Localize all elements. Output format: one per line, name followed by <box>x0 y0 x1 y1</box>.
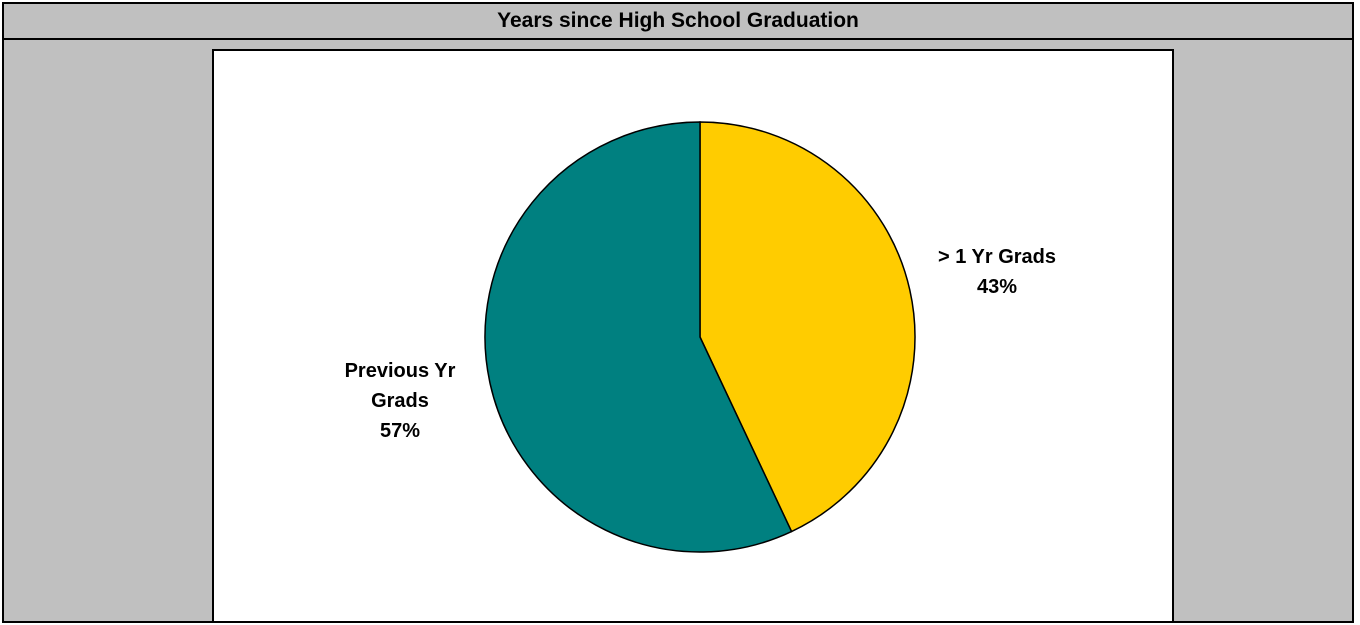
slice-label-1: Previous Yr Grads 57% <box>345 360 456 442</box>
slice-percent-label: 57% <box>380 420 420 442</box>
pie-slice-1 <box>484 121 793 553</box>
plot-area: > 1 Yr Grads 43% Previous Yr Grads 57% <box>212 49 1174 623</box>
chart-title: Years since High School Graduation <box>4 4 1352 40</box>
slice-percent-label: 43% <box>977 276 1017 298</box>
slice-name-label: Previous Yr <box>345 360 456 382</box>
slice-name-label: > 1 Yr Grads <box>938 246 1056 268</box>
pie-slice-0 <box>699 121 916 533</box>
pie-chart: > 1 Yr Grads 43% Previous Yr Grads 57% <box>345 121 1056 553</box>
slice-name-label: Grads <box>371 390 429 412</box>
slice-label-0: > 1 Yr Grads 43% <box>938 246 1056 298</box>
